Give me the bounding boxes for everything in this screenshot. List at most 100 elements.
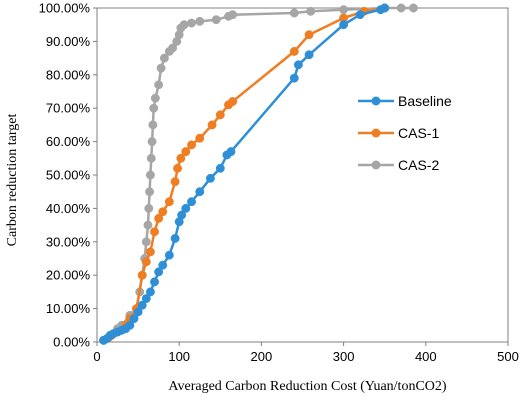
data-point <box>173 163 183 173</box>
data-point <box>409 3 418 13</box>
data-point <box>154 213 164 223</box>
y-axis-title: Carbon reduction target <box>5 114 20 247</box>
y-tick-label: 40.00% <box>46 201 91 216</box>
y-tick-label: 60.00% <box>46 134 91 149</box>
x-tick-label: 300 <box>333 349 355 364</box>
data-point <box>207 120 217 130</box>
data-point <box>304 30 314 40</box>
data-point <box>164 197 174 207</box>
data-point <box>293 60 303 70</box>
y-tick-label: 0.00% <box>53 335 90 350</box>
data-point <box>154 80 164 90</box>
data-point <box>159 53 169 63</box>
legend-marker <box>371 128 381 138</box>
data-point <box>125 320 135 330</box>
data-point <box>226 147 236 157</box>
data-point <box>181 203 191 213</box>
legend-label: Baseline <box>398 93 452 109</box>
data-point <box>306 6 316 16</box>
data-point <box>195 133 205 143</box>
y-tick-label: 70.00% <box>46 101 91 116</box>
data-point <box>143 220 153 230</box>
data-point <box>211 15 221 25</box>
x-tick-label: 200 <box>251 349 273 364</box>
legend-label: CAS-1 <box>398 125 439 141</box>
data-point <box>137 270 147 280</box>
series-line <box>103 6 386 342</box>
series-layer <box>99 3 418 345</box>
data-point <box>215 110 225 120</box>
x-axis-ticks: 0 100 200 300 400 500 <box>93 342 519 364</box>
data-point <box>396 3 406 13</box>
x-tick-label: 500 <box>497 349 519 364</box>
data-point <box>145 170 155 180</box>
data-point <box>170 234 180 243</box>
data-point <box>215 163 225 173</box>
data-point <box>145 247 155 257</box>
data-point <box>154 267 164 277</box>
data-point <box>137 300 147 310</box>
y-tick-label: 80.00% <box>46 67 91 82</box>
plot-border <box>96 7 509 343</box>
series-baseline <box>99 3 390 345</box>
data-point <box>355 10 365 20</box>
data-point <box>181 147 191 157</box>
data-point <box>150 277 159 287</box>
legend-item: CAS-1 <box>358 125 439 141</box>
data-point <box>150 93 160 103</box>
data-point <box>156 63 166 73</box>
y-tick-label: 10.00% <box>46 301 91 316</box>
data-point <box>380 3 390 13</box>
data-point <box>228 10 238 20</box>
data-point <box>144 203 154 213</box>
y-tick-label: 50.00% <box>46 168 91 183</box>
legend-item: Baseline <box>358 93 452 109</box>
x-tick-label: 0 <box>93 349 100 364</box>
data-point <box>179 20 189 30</box>
y-tick-label: 30.00% <box>46 234 91 249</box>
data-point <box>339 20 349 30</box>
legend-item: CAS-2 <box>358 157 439 173</box>
data-point <box>168 43 178 53</box>
x-tick-label: 100 <box>168 349 190 364</box>
x-tick-label: 400 <box>415 349 437 364</box>
data-point <box>187 197 196 207</box>
data-point <box>195 16 205 26</box>
y-axis-ticks: 0.00% 10.00% 20.00% 30.00% 40.00% 50.00% 60.00… <box>39 1 97 350</box>
data-point <box>148 120 158 130</box>
data-point <box>304 50 314 60</box>
y-tick-label: 90.00% <box>46 34 91 49</box>
data-point <box>150 227 159 237</box>
data-point <box>141 294 151 304</box>
data-point <box>187 18 196 28</box>
data-point <box>158 207 168 217</box>
legend-marker <box>371 160 381 170</box>
data-point <box>141 237 151 247</box>
data-point <box>289 8 299 18</box>
data-point <box>176 153 186 163</box>
legend-marker <box>371 96 381 106</box>
y-tick-label: 20.00% <box>46 268 91 283</box>
data-point <box>195 187 205 197</box>
data-point <box>205 173 215 183</box>
legend: Baseline CAS-1 CAS-2 <box>358 93 452 173</box>
data-point <box>145 187 155 197</box>
data-point <box>228 97 238 106</box>
y-tick-label: 100.00% <box>39 1 91 16</box>
data-point <box>129 314 139 324</box>
series-line <box>102 6 385 342</box>
data-point <box>170 177 180 187</box>
data-point <box>187 140 196 150</box>
data-point <box>339 5 349 15</box>
data-point <box>158 260 168 270</box>
data-point <box>149 103 159 113</box>
x-axis-title: Averaged Carbon Reduction Cost (Yuan/ton… <box>168 379 446 394</box>
legend-label: CAS-2 <box>398 157 439 173</box>
data-point <box>145 287 155 297</box>
data-point <box>289 46 299 56</box>
data-point <box>289 73 299 83</box>
plot-area <box>96 7 509 343</box>
data-point <box>146 153 156 163</box>
data-point <box>147 137 157 147</box>
